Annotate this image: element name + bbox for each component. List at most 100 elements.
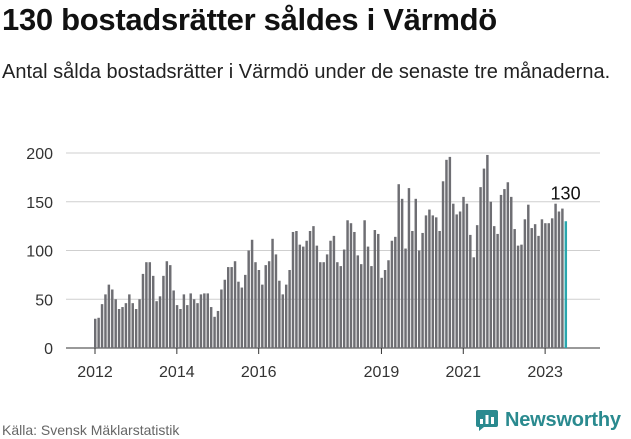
bar bbox=[489, 201, 493, 348]
chart-bubble-icon bbox=[476, 410, 498, 431]
bar bbox=[325, 254, 329, 348]
highlight-value-label: 130 bbox=[551, 183, 581, 203]
bar bbox=[417, 250, 421, 348]
bar bbox=[329, 240, 332, 348]
y-tick-label: 100 bbox=[26, 244, 53, 261]
bar bbox=[400, 198, 404, 348]
bar bbox=[510, 196, 513, 349]
bar bbox=[322, 262, 325, 348]
y-tick-label: 200 bbox=[26, 146, 53, 163]
bar bbox=[380, 277, 383, 348]
bar bbox=[523, 219, 527, 348]
bar bbox=[155, 301, 158, 348]
bar bbox=[203, 293, 206, 348]
bar bbox=[540, 219, 544, 348]
bar bbox=[513, 229, 516, 348]
bar bbox=[462, 196, 465, 349]
bar bbox=[233, 261, 237, 348]
bar bbox=[550, 218, 554, 348]
bar bbox=[192, 299, 196, 348]
bar bbox=[111, 289, 114, 348]
bar bbox=[308, 231, 312, 348]
bar bbox=[131, 303, 134, 348]
x-tick-label: 2019 bbox=[364, 364, 400, 381]
bar bbox=[492, 226, 496, 349]
bar bbox=[97, 317, 100, 348]
bar bbox=[496, 233, 499, 348]
bar bbox=[520, 244, 523, 348]
bar bbox=[189, 293, 192, 348]
bar bbox=[435, 217, 438, 348]
bar bbox=[377, 233, 380, 348]
bar bbox=[295, 231, 298, 348]
bar bbox=[390, 240, 394, 348]
y-tick-label: 0 bbox=[44, 341, 53, 358]
chart-title: 130 bostadsrätter såldes i Värmdö bbox=[2, 2, 497, 37]
bar bbox=[424, 215, 428, 348]
bar bbox=[94, 318, 97, 348]
bar bbox=[254, 262, 257, 348]
bar bbox=[336, 262, 339, 348]
bar bbox=[397, 184, 400, 348]
bar bbox=[151, 275, 155, 348]
x-tick-label: 2021 bbox=[445, 364, 481, 381]
bar bbox=[291, 231, 295, 348]
y-tick-label: 50 bbox=[35, 292, 53, 309]
bar bbox=[128, 294, 131, 349]
bar bbox=[441, 181, 445, 348]
bar bbox=[561, 208, 564, 348]
bar bbox=[216, 310, 220, 348]
bar bbox=[445, 159, 448, 348]
bar bbox=[226, 267, 230, 348]
brand-logo: Newsworthy bbox=[475, 408, 621, 432]
bar bbox=[158, 296, 162, 348]
bar bbox=[349, 223, 353, 348]
bar bbox=[305, 240, 308, 348]
bar bbox=[438, 231, 441, 348]
bar bbox=[359, 264, 363, 348]
highlight-bar bbox=[564, 221, 568, 348]
bar bbox=[261, 284, 264, 349]
bar bbox=[213, 316, 216, 348]
bar bbox=[271, 238, 274, 348]
bar bbox=[387, 260, 390, 348]
bar bbox=[421, 232, 424, 348]
bar bbox=[134, 309, 138, 348]
bar bbox=[455, 214, 458, 348]
chart-subtitle: Antal sålda bostadsrätter i Värmdö under… bbox=[2, 61, 611, 83]
bar bbox=[394, 236, 397, 348]
bar bbox=[530, 228, 533, 348]
bar bbox=[257, 270, 261, 348]
source-note: Källa: Svensk Mäklarstatistik bbox=[2, 422, 180, 438]
bar bbox=[370, 266, 373, 348]
bar bbox=[250, 239, 254, 348]
bar bbox=[383, 270, 387, 348]
bar bbox=[404, 248, 407, 348]
y-tick-label: 150 bbox=[26, 195, 53, 212]
bar bbox=[506, 182, 510, 348]
bar bbox=[175, 305, 179, 348]
bar bbox=[499, 194, 503, 348]
bar bbox=[482, 168, 486, 348]
bar bbox=[537, 235, 540, 348]
bar bbox=[298, 244, 302, 348]
bar bbox=[288, 270, 291, 348]
bar bbox=[339, 266, 342, 348]
bar bbox=[199, 294, 203, 349]
x-tick-label: 2023 bbox=[527, 364, 563, 381]
bar bbox=[407, 188, 411, 348]
bar bbox=[469, 234, 472, 348]
bar bbox=[121, 307, 124, 348]
brand-name: Newsworthy bbox=[505, 408, 621, 431]
bar bbox=[472, 257, 475, 348]
bar bbox=[458, 211, 462, 348]
bar bbox=[230, 267, 233, 348]
bar bbox=[448, 156, 452, 348]
bar bbox=[431, 215, 435, 348]
bar bbox=[244, 274, 247, 349]
bar bbox=[107, 284, 111, 349]
bar bbox=[475, 225, 479, 348]
bar bbox=[220, 289, 223, 348]
bar bbox=[527, 204, 530, 348]
bar bbox=[557, 211, 561, 348]
